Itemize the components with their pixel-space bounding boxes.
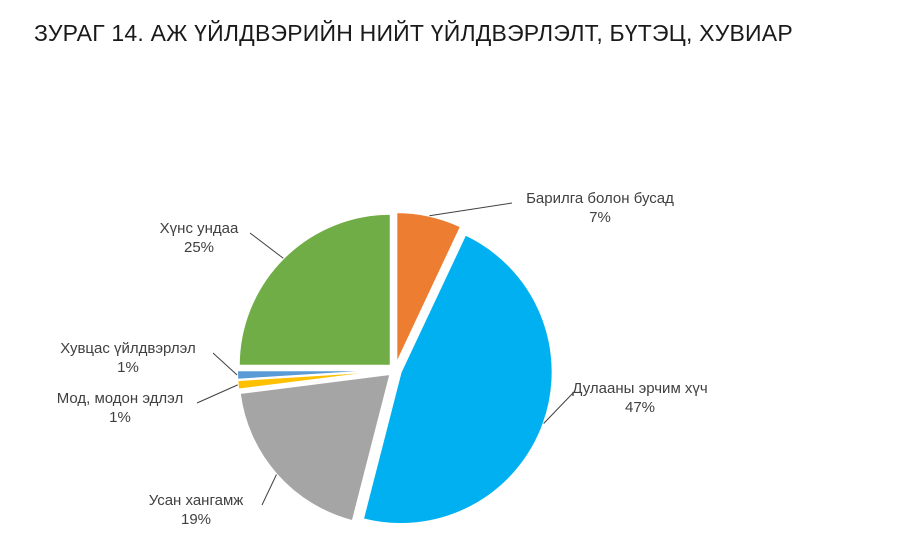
leader-line-дулааны-эрчим-хүч (543, 392, 574, 424)
leader-line-хүнс-ундаа (249, 232, 284, 259)
data-label-category: Усан хангамж (149, 492, 244, 509)
data-label-category: Барилга болон бусад (526, 190, 674, 207)
data-label-value: 1% (117, 359, 139, 376)
leader-line-усан-хангамж (261, 474, 277, 506)
data-label-value: 25% (184, 239, 214, 256)
pie-slices (236, 211, 554, 526)
chart-title: ЗУРАГ 14. АЖ ҮЙЛДВЭРИЙН НИЙТ ҮЙЛДВЭРЛЭЛТ… (34, 20, 793, 46)
data-label-value: 19% (181, 511, 211, 528)
data-label-value: 7% (589, 209, 611, 226)
data-label-category: Хувцас үйлдвэрлэл (60, 340, 195, 357)
leader-line-барилга-болон-бусад (429, 202, 513, 217)
data-label-value: 1% (109, 409, 131, 426)
data-label-category: Хүнс ундаа (160, 220, 239, 237)
pie-slice-хүнс-ундаа (237, 212, 392, 367)
leader-line-мод-модон-эдлэл (196, 384, 238, 404)
pie-slice-барилга-болон-бусад (395, 211, 463, 365)
pie-slice-хувцас-үйлдвэрлэл (236, 369, 390, 381)
data-label-category: Дулааны эрчим хүч (572, 380, 707, 397)
data-label-value: 47% (625, 399, 655, 416)
data-labels: Барилга болон бусад 7% Дулааны эрчим хүч 47… (57, 190, 708, 528)
leader-lines (196, 202, 574, 506)
pie-slice-дулааны-эрчим-хүч (361, 233, 554, 526)
leader-line-хувцас-үйлдвэрлэл (212, 352, 238, 376)
data-label-category: Мод, модон эдлэл (57, 390, 184, 407)
